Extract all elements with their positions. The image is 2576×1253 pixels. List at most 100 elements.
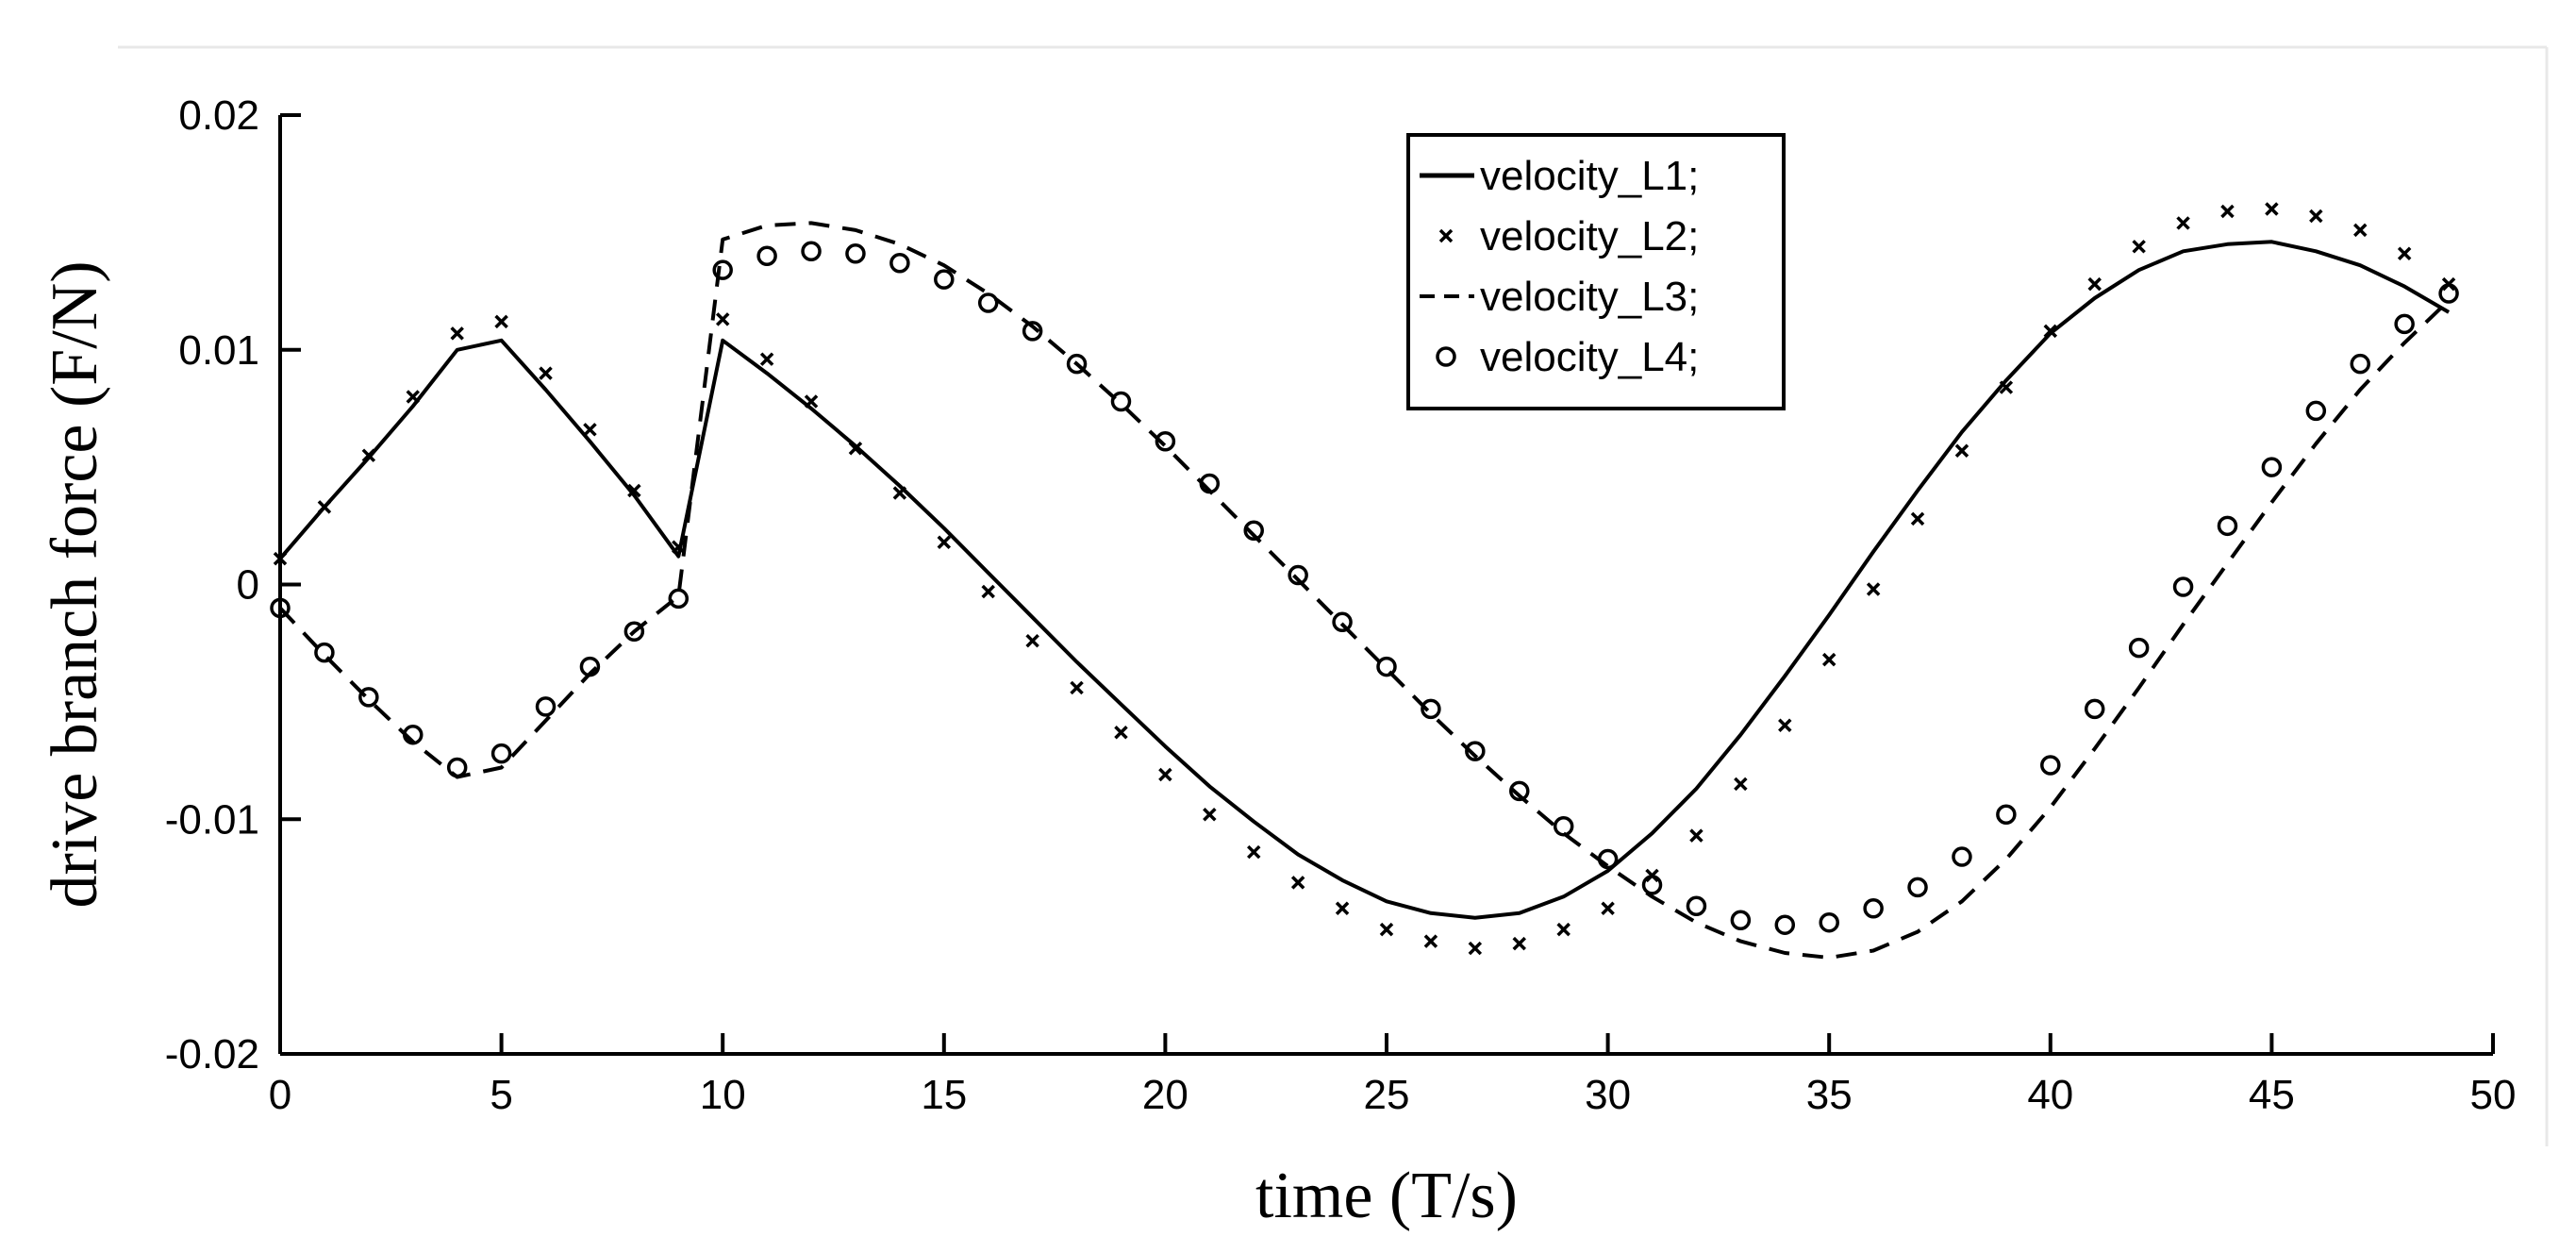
series-2-point (1866, 582, 1881, 596)
series-2-point (494, 314, 508, 329)
series-2-point (1999, 380, 2014, 394)
series-4-point (579, 656, 601, 677)
series-2-point (1734, 777, 1748, 792)
series-2-point (1025, 633, 1039, 648)
series-2-point (1689, 828, 1703, 843)
legend-item-4: velocity_L4; (1436, 334, 1699, 380)
series-2-point (981, 584, 995, 599)
series-4-point (2261, 457, 2283, 477)
series-4-point (801, 241, 822, 262)
series-2-point (406, 390, 420, 404)
series-4-point (1509, 780, 1530, 802)
series-2-point (1247, 844, 1261, 860)
x-tick-label: 35 (1806, 1072, 1853, 1118)
series-2-point (317, 500, 332, 514)
series-2-point (1778, 718, 1792, 732)
series-2-point (1158, 767, 1172, 782)
series-2-point (450, 326, 464, 341)
series-4-point (1863, 898, 1884, 919)
legend-box (1406, 133, 1786, 410)
series-4-point (1243, 520, 1264, 542)
series-4-point (1155, 431, 1176, 452)
x-tick-label: 5 (490, 1072, 512, 1118)
series-line-1 (278, 240, 2451, 920)
series-2-point (627, 483, 641, 498)
series-4-point (1641, 875, 1663, 895)
x-tick-label: 15 (921, 1072, 967, 1118)
series-4-point (2438, 283, 2459, 304)
series-2-point (1821, 652, 1836, 667)
x-tick-label: 20 (1142, 1072, 1188, 1118)
series-4-point (1597, 848, 1619, 870)
y-tick-label: 0.02 (178, 92, 259, 139)
series-4-point (1774, 914, 1796, 935)
legend-label: velocity_L1; (1480, 153, 1699, 199)
series-4-point (1465, 741, 1486, 761)
series-2-point (2309, 209, 2323, 224)
series-4-point (1066, 353, 1088, 375)
series-4-point (2172, 576, 2194, 597)
legend-label: velocity_L4; (1480, 334, 1699, 380)
series-4-point (446, 757, 468, 778)
series-2-point (1556, 922, 1571, 937)
y-tick-label: -0.02 (165, 1031, 259, 1078)
series-4-point (2084, 698, 2105, 720)
y-tick-label: -0.01 (165, 796, 259, 843)
series-4-point (1686, 895, 1707, 917)
series-4-point (1553, 815, 1574, 837)
series-4-point (1110, 391, 1132, 412)
x-tick-label: 0 (269, 1072, 291, 1118)
series-2-point (1335, 901, 1350, 916)
series-4-point (2040, 755, 2061, 776)
series-4-point (1952, 846, 1972, 867)
series-4-point (403, 724, 424, 745)
series-4-point (1376, 656, 1397, 677)
series-4-point (623, 621, 645, 642)
series-2-point (1910, 511, 1925, 526)
series-4-point (668, 588, 690, 610)
series-2-point (2132, 240, 2146, 254)
series-2-point (2043, 324, 2058, 339)
x-axis-title: time (T/s) (1255, 1160, 1518, 1232)
series-2-point (1290, 876, 1305, 890)
series-2-point (804, 394, 819, 409)
series-2-point (759, 352, 774, 366)
series-2-point (1070, 680, 1084, 695)
series-2-point (937, 535, 952, 549)
series-4-point (845, 243, 866, 264)
series-2 (273, 202, 2456, 956)
series-1 (278, 240, 2451, 920)
series-4-point (2305, 400, 2327, 422)
legend-swatch (1438, 228, 1454, 243)
series-4-point (1199, 473, 1221, 494)
series-4-point (2217, 515, 2238, 537)
legend-item-3: velocity_L3; (1420, 274, 1699, 320)
series-2-point (2087, 276, 2102, 292)
series-4-point (1907, 877, 1928, 898)
series-4-point (314, 642, 335, 663)
series-2-point (1379, 922, 1394, 937)
y-axis-title: drive branch force (F/N) (39, 260, 111, 908)
y-tick-label: 0.01 (178, 327, 259, 374)
series-4-point (889, 252, 910, 274)
series-2-point (2397, 246, 2412, 261)
series-4-point (934, 269, 955, 290)
series-2-point (1203, 808, 1217, 822)
series-2-point (1512, 936, 1526, 951)
series-2-point (1468, 941, 1483, 956)
series-4-point (1421, 698, 1441, 720)
series-4 (270, 241, 2459, 935)
series-2-point (361, 448, 376, 462)
series-4-point (2128, 637, 2150, 659)
series-4-point (2394, 313, 2415, 335)
series-4-point (977, 292, 999, 313)
legend-label: velocity_L3; (1480, 274, 1699, 320)
series-layer (270, 202, 2459, 960)
legend-item-1: velocity_L1; (1420, 153, 1699, 199)
series-2-point (848, 441, 863, 456)
series-4-point (1332, 611, 1353, 633)
series-2-point (539, 366, 553, 380)
legend: velocity_L1; velocity_L2; velocity_L3;velo… (1406, 133, 1786, 410)
series-2-point (1423, 934, 1438, 948)
x-tick-label: 40 (2027, 1072, 2073, 1118)
